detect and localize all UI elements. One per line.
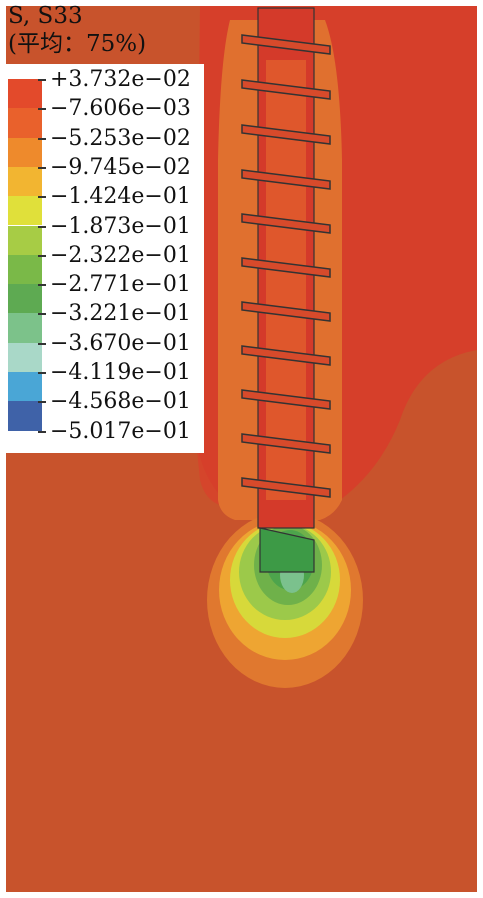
left-soil-zone — [195, 430, 230, 505]
legend-swatch — [8, 254, 42, 285]
legend-row: +3.732e−02 — [8, 67, 208, 109]
helical-plates — [241, 34, 331, 498]
legend-value: −9.745e−02 — [50, 154, 191, 180]
legend-swatch — [8, 372, 42, 402]
legend-swatch — [8, 79, 42, 109]
rod-core-patch — [266, 60, 306, 500]
legend-row: −3.670e−01 — [8, 330, 208, 372]
legend-tick — [38, 137, 46, 140]
legend-tick — [38, 401, 46, 404]
legend-value: −5.253e−02 — [50, 125, 191, 151]
legend-tick — [38, 313, 46, 316]
legend-value: −1.873e−01 — [50, 213, 191, 239]
legend-row: −1.424e−01 — [8, 184, 208, 226]
legend-swatch — [8, 108, 42, 138]
legend-swatch — [8, 196, 42, 226]
legend-value: −3.221e−01 — [50, 301, 191, 327]
legend-row: −4.568e−01 — [8, 389, 208, 431]
legend-tick — [38, 196, 46, 199]
legend-row: −3.221e−01 — [8, 301, 208, 343]
legend-title: S, S33 (平均：75%) — [8, 2, 146, 58]
legend-tick — [38, 225, 46, 228]
legend-tick — [38, 284, 46, 287]
legend-value: −4.568e−01 — [50, 389, 191, 415]
rod-tip — [259, 527, 315, 573]
legend-row: −9.745e−02 — [8, 154, 208, 197]
legend-value: −3.670e−01 — [50, 330, 191, 356]
legend-variable: S, S33 — [8, 3, 83, 29]
legend-row: −2.322e−01 — [8, 242, 208, 285]
legend-swatch — [8, 313, 42, 343]
legend-tick — [38, 166, 46, 169]
legend-tick — [38, 430, 46, 433]
legend-value: −2.322e−01 — [50, 242, 191, 268]
legend-swatch — [8, 342, 42, 372]
legend-row: −5.253e−02 — [8, 125, 208, 167]
legend-value: −7.606e−03 — [50, 96, 191, 122]
legend-row: −7.606e−03 — [8, 96, 208, 138]
legend-tick — [38, 108, 46, 111]
legend-swatch — [8, 225, 42, 255]
legend-value: −1.424e−01 — [50, 184, 191, 210]
legend-tick — [38, 342, 46, 345]
legend-swatch — [8, 284, 42, 314]
legend-value: −5.017e−01 — [50, 418, 191, 444]
legend-row: −5.017e−01 — [8, 418, 208, 450]
legend-value: −4.119e−01 — [50, 360, 191, 385]
legend-row: −2.771e−01 — [8, 272, 208, 314]
legend-swatch — [8, 137, 42, 167]
legend-swatch — [8, 401, 42, 431]
legend-value: −2.771e−01 — [50, 272, 191, 298]
legend-tick — [38, 372, 46, 374]
legend-averaging: (平均：75%) — [8, 31, 147, 57]
legend-row: −1.873e−01 — [8, 213, 208, 255]
legend-value: +3.732e−02 — [50, 67, 191, 92]
legend-swatch — [8, 166, 42, 197]
legend-tick — [38, 254, 46, 257]
legend-row: −4.119e−01 — [8, 360, 208, 402]
legend-tick — [38, 79, 46, 81]
